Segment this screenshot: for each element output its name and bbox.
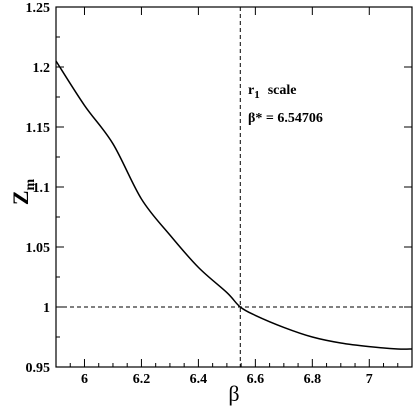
scale-annotation: r1 scale <box>248 83 296 101</box>
y-tick-label: 1 <box>43 301 50 316</box>
y-axis-title-main: Z <box>8 190 33 205</box>
scale-annotation-r: r <box>248 83 254 98</box>
zm-curve <box>55 60 413 350</box>
y-tick-label: 1.15 <box>26 121 51 136</box>
x-tick-label: 6.2 <box>133 372 151 387</box>
y-tick-label: 1.2 <box>33 61 51 76</box>
x-tick-label: 7 <box>366 372 373 387</box>
y-axis-title-subscript: m <box>23 178 38 190</box>
x-tick-label: 6.6 <box>247 372 265 387</box>
y-tick-label: 1.25 <box>26 1 51 16</box>
beta-star-annotation: β* = 6.54706 <box>248 111 323 126</box>
x-tick-label: 6.4 <box>190 372 208 387</box>
plot-frame <box>55 6 413 368</box>
scale-annotation-subscript: 1 <box>254 89 260 101</box>
x-tick-label: 6.8 <box>304 372 322 387</box>
y-tick-label: 1.1 <box>33 181 51 196</box>
scale-annotation-word: scale <box>268 83 297 98</box>
y-axis-ticks: 0.95 1 1.05 1.1 1.15 1.2 1.25 <box>26 1 412 376</box>
y-tick-label: 1.05 <box>26 241 51 256</box>
x-axis-ticks: 6 6.2 6.4 6.6 6.8 7 <box>69 7 413 387</box>
x-axis-title: β <box>228 381 239 406</box>
x-tick-label: 6 <box>81 372 88 387</box>
y-axis-title: Zm <box>8 178 38 205</box>
y-tick-label: 0.95 <box>26 361 51 376</box>
